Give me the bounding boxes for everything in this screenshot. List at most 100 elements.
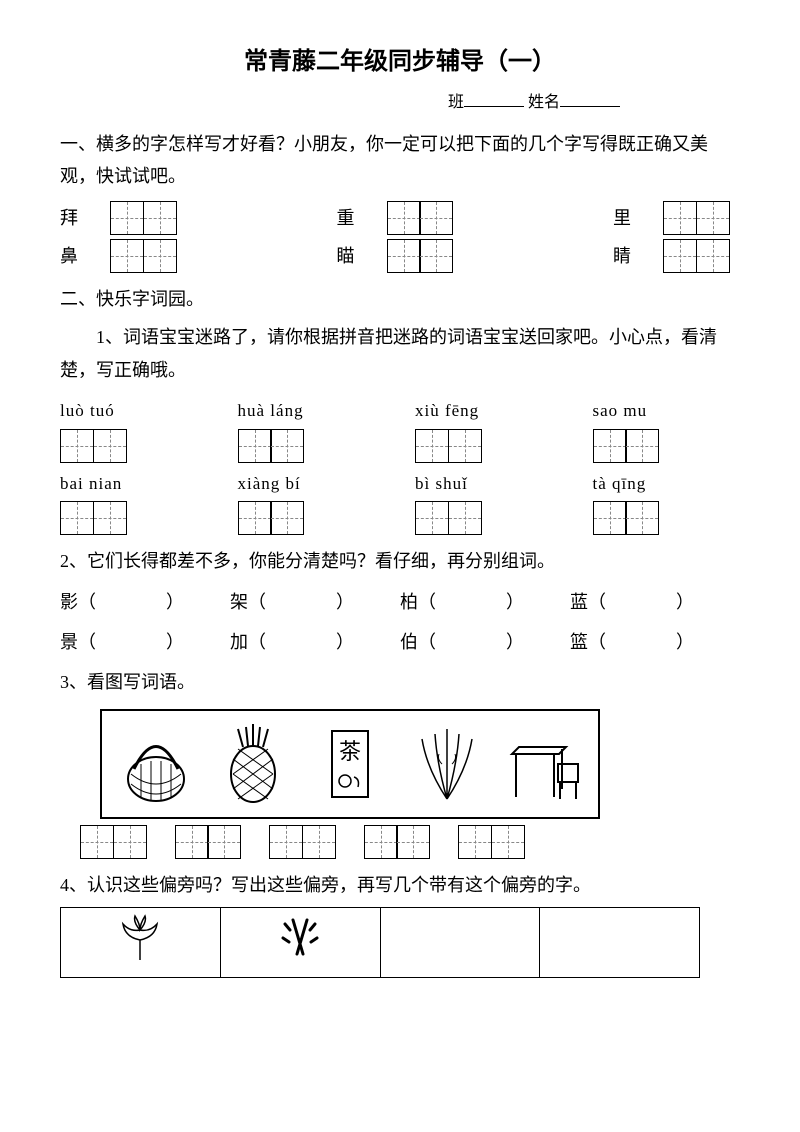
- pinyin-text: sao mu: [593, 396, 741, 427]
- practice-grid[interactable]: [143, 201, 177, 235]
- practice-grid[interactable]: [207, 825, 241, 859]
- class-label: 班: [448, 94, 464, 111]
- char-label: 鼻: [60, 240, 110, 272]
- pineapple-icon: [213, 719, 293, 809]
- radical-table: [60, 907, 700, 978]
- radical-cell[interactable]: [61, 908, 221, 978]
- practice-grid[interactable]: [302, 825, 336, 859]
- pinyin-text: bì shuǐ: [415, 469, 563, 500]
- q2-sub2: 2、它们长得都差不多，你能分清楚吗？看仔细，再分别组词。: [60, 545, 740, 577]
- pair-char: 影: [60, 592, 78, 612]
- practice-grid[interactable]: [238, 429, 272, 463]
- pinyin-grid-1: luò tuó huà láng xiù fēng sao mu bai nia…: [60, 396, 740, 535]
- practice-grid[interactable]: [625, 429, 659, 463]
- char-label: 里: [613, 202, 663, 234]
- practice-grid[interactable]: [93, 429, 127, 463]
- pair-item: 架（）: [230, 586, 400, 618]
- practice-grid[interactable]: [593, 429, 627, 463]
- radical-cell[interactable]: [220, 908, 380, 978]
- pinyin-item: bì shuǐ: [415, 469, 563, 536]
- orchid-icon: [407, 719, 487, 809]
- practice-grid[interactable]: [663, 201, 697, 235]
- char-cell: 睛: [613, 239, 800, 273]
- practice-grid[interactable]: [269, 825, 303, 859]
- practice-grid[interactable]: [396, 825, 430, 859]
- header-line: 班 姓名: [60, 89, 740, 118]
- practice-grid[interactable]: [458, 825, 492, 859]
- practice-grid[interactable]: [387, 239, 421, 273]
- q2-heading: 二、快乐字词园。: [60, 283, 740, 315]
- practice-grid[interactable]: [238, 501, 272, 535]
- pair-item: 篮（）: [570, 626, 740, 658]
- pair-item: 加（）: [230, 626, 400, 658]
- name-blank[interactable]: [560, 93, 620, 107]
- q1-text: 一、横多的字怎样写才好看？小朋友，你一定可以把下面的几个字写得既正确又美观，快试…: [60, 128, 740, 193]
- practice-grid[interactable]: [60, 501, 94, 535]
- char-label: 睛: [613, 240, 663, 272]
- char-cell: 里: [613, 201, 800, 235]
- pair-char: 架: [230, 592, 248, 612]
- pinyin-item: luò tuó: [60, 396, 208, 463]
- pinyin-item: xiù fēng: [415, 396, 563, 463]
- practice-grid[interactable]: [60, 429, 94, 463]
- tea-box-icon: 茶: [310, 719, 390, 809]
- pair-item: 蓝（）: [570, 586, 740, 618]
- image-frame: 茶: [100, 709, 600, 819]
- practice-grid[interactable]: [625, 501, 659, 535]
- practice-grid[interactable]: [419, 239, 453, 273]
- pair-item: 景（）: [60, 626, 230, 658]
- char-cell: 瞄: [337, 239, 544, 273]
- practice-grid[interactable]: [110, 239, 144, 273]
- radical-cell[interactable]: [540, 908, 700, 978]
- pinyin-text: xiù fēng: [415, 396, 563, 427]
- practice-grid[interactable]: [415, 501, 449, 535]
- tree-radical-icon: [115, 912, 165, 962]
- practice-grid[interactable]: [419, 201, 453, 235]
- answer-boxes-row: [80, 825, 740, 859]
- practice-grid[interactable]: [696, 201, 730, 235]
- radical-cell[interactable]: [380, 908, 540, 978]
- practice-grid[interactable]: [93, 501, 127, 535]
- char-label: 重: [337, 202, 387, 234]
- pinyin-text: huà láng: [238, 396, 386, 427]
- char-label: 拜: [60, 202, 110, 234]
- q1-grid: 拜 重 里 鼻 瞄 睛: [60, 201, 740, 273]
- page-title: 常青藤二年级同步辅导（一）: [60, 40, 740, 83]
- pair-grid: 影（） 架（） 柏（） 蓝（） 景（） 加（） 伯（） 篮（）: [60, 586, 740, 659]
- name-label: 姓名: [528, 94, 560, 111]
- practice-grid[interactable]: [593, 501, 627, 535]
- practice-grid[interactable]: [143, 239, 177, 273]
- practice-grid[interactable]: [491, 825, 525, 859]
- pair-item: 影（）: [60, 586, 230, 618]
- practice-grid[interactable]: [80, 825, 114, 859]
- pair-char: 景: [60, 632, 78, 652]
- pinyin-text: xiàng bí: [238, 469, 386, 500]
- char-cell: 重: [337, 201, 544, 235]
- practice-grid[interactable]: [270, 501, 304, 535]
- class-blank[interactable]: [464, 93, 524, 107]
- practice-grid[interactable]: [270, 429, 304, 463]
- basket-icon: [116, 719, 196, 809]
- practice-grid[interactable]: [448, 429, 482, 463]
- bamboo-radical-icon: [275, 912, 325, 962]
- practice-grid[interactable]: [415, 429, 449, 463]
- char-label: 瞄: [337, 240, 387, 272]
- pinyin-item: bai nian: [60, 469, 208, 536]
- practice-grid[interactable]: [696, 239, 730, 273]
- svg-text:茶: 茶: [339, 739, 361, 764]
- q2-sub4: 4、认识这些偏旁吗？写出这些偏旁，再写几个带有这个偏旁的字。: [60, 869, 740, 901]
- pair-item: 伯（）: [400, 626, 570, 658]
- pinyin-item: sao mu: [593, 396, 741, 463]
- practice-grid[interactable]: [448, 501, 482, 535]
- practice-grid[interactable]: [113, 825, 147, 859]
- desk-icon: [504, 719, 584, 809]
- practice-grid[interactable]: [110, 201, 144, 235]
- practice-grid[interactable]: [175, 825, 209, 859]
- practice-grid[interactable]: [663, 239, 697, 273]
- char-cell: 鼻: [60, 239, 267, 273]
- practice-grid[interactable]: [387, 201, 421, 235]
- image-row-wrap: 茶: [100, 709, 740, 819]
- pair-char: 柏: [400, 592, 418, 612]
- pair-item: 柏（）: [400, 586, 570, 618]
- practice-grid[interactable]: [364, 825, 398, 859]
